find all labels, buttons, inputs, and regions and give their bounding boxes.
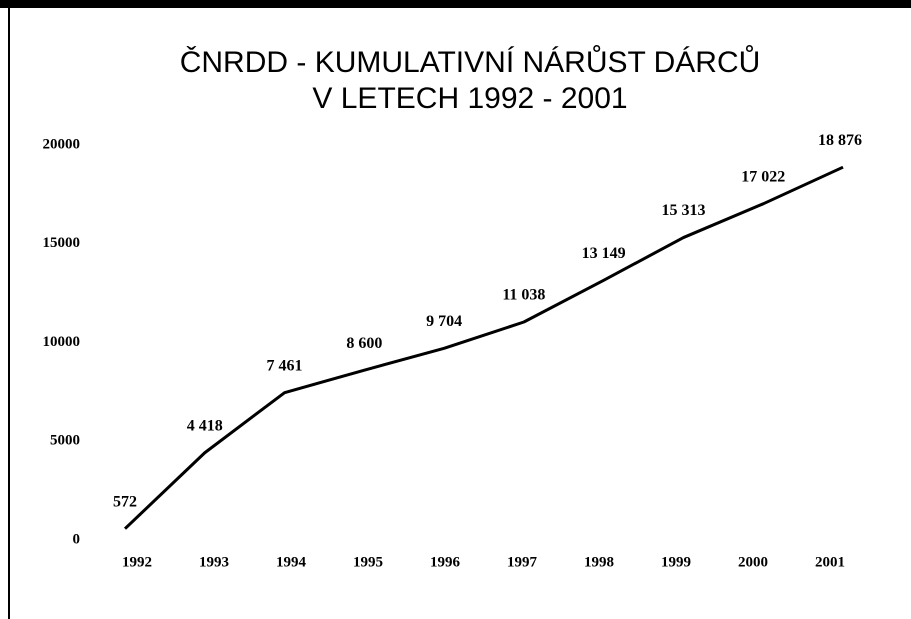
y-tick-label: 0: [73, 531, 81, 547]
y-tick-label: 20000: [43, 136, 81, 152]
y-tick-label: 10000: [43, 334, 81, 350]
data-label: 17 022: [741, 168, 785, 185]
data-label: 8 600: [346, 335, 382, 352]
data-label: 4 418: [187, 417, 223, 434]
x-tick-label: 1995: [353, 554, 383, 570]
x-tick-label: 1997: [507, 554, 538, 570]
x-tick-label: 2001: [815, 554, 845, 570]
data-label: 15 313: [661, 202, 705, 219]
x-tick-label: 2000: [738, 554, 768, 570]
data-line: [123, 165, 844, 530]
x-tick-label: 1996: [430, 554, 461, 570]
chart-title: V LETECH 1992 - 2001: [312, 82, 627, 115]
data-label: 9 704: [426, 313, 462, 330]
data-label: 11 038: [502, 287, 545, 304]
y-tick-label: 5000: [50, 433, 80, 449]
data-label: 572: [113, 493, 137, 510]
x-tick-label: 1994: [276, 554, 307, 570]
top-border: [0, 0, 911, 8]
x-tick-label: 1998: [584, 554, 614, 570]
y-tick-label: 15000: [43, 235, 81, 251]
data-label: 18 876: [818, 132, 862, 149]
x-tick-label: 1999: [661, 554, 691, 570]
data-label: 7 461: [267, 357, 303, 374]
chart-title: ČNRDD - KUMULATIVNÍ NÁRŮST DÁRCŮ: [180, 45, 761, 79]
data-label: 13 149: [582, 245, 626, 262]
x-tick-label: 1993: [199, 554, 229, 570]
x-tick-label: 1992: [122, 554, 152, 570]
